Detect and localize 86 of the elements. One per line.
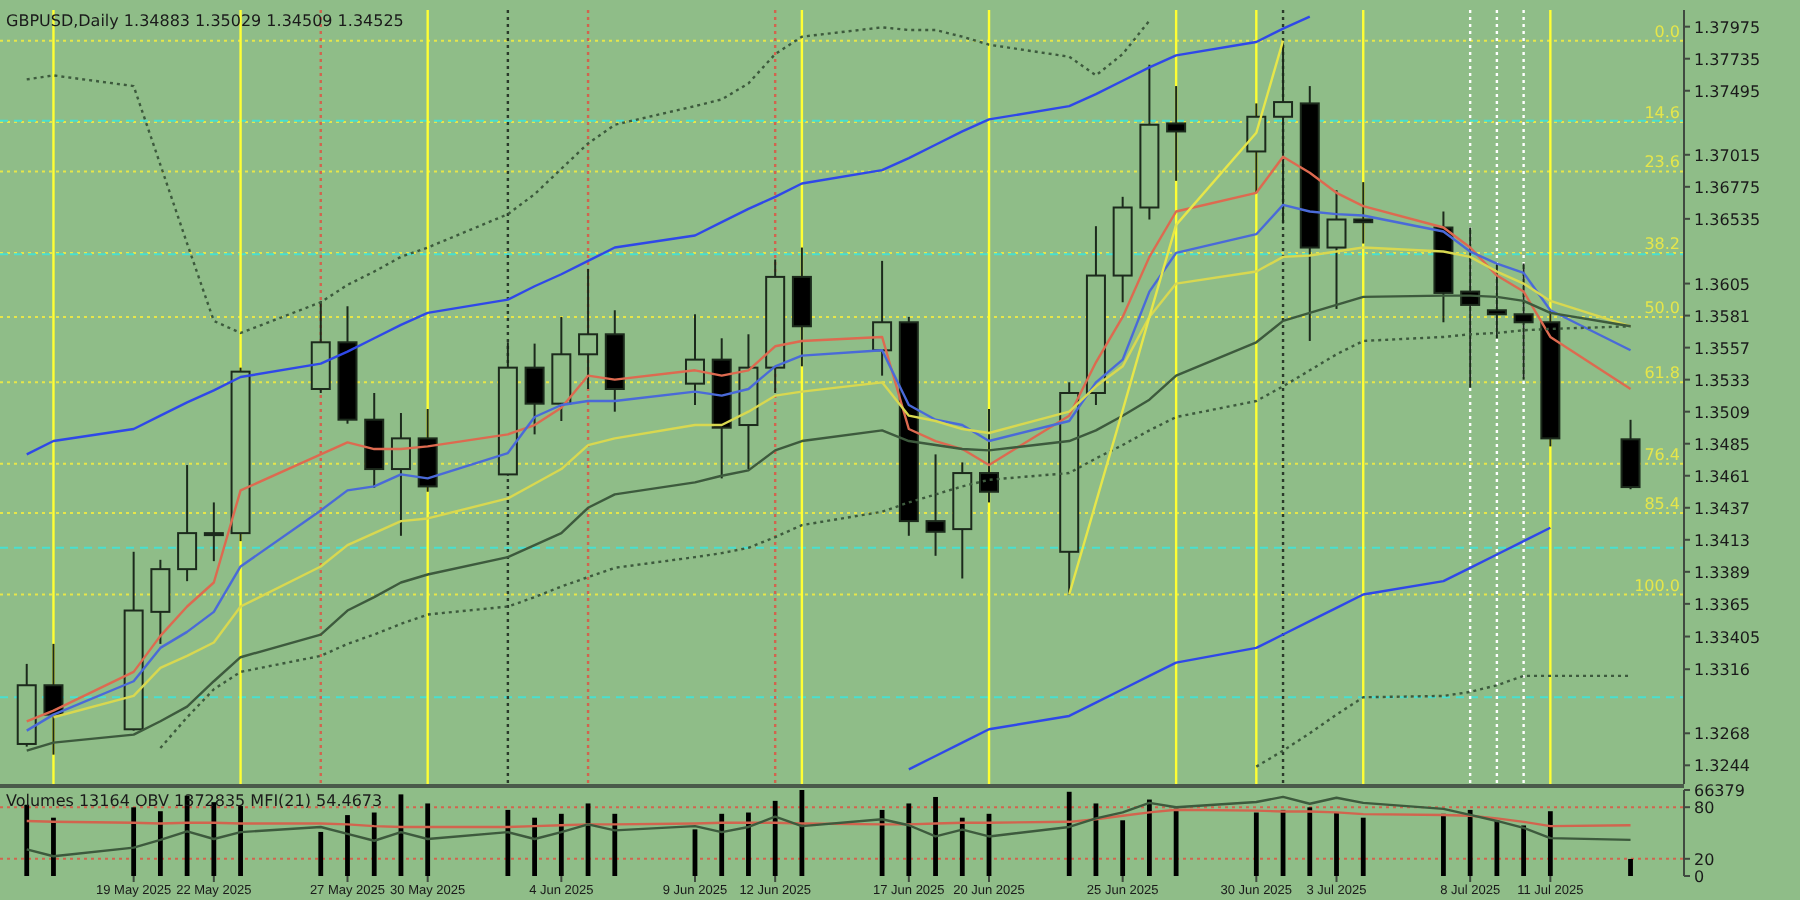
bar (51, 817, 56, 876)
bar (1494, 820, 1500, 876)
bar (746, 812, 751, 876)
annotation: 100.0 (1634, 576, 1680, 595)
y-tick-label: 1.37015 (1694, 146, 1761, 165)
y-tick-label: 1.3244 (1694, 757, 1750, 776)
candlestick (203, 501, 224, 563)
bar (345, 815, 350, 876)
annotation: 76.4 (1644, 445, 1680, 464)
bar (238, 806, 243, 876)
y-tick-label: 1.37495 (1694, 82, 1761, 101)
candlestick (1353, 181, 1374, 245)
y-tick-label: 1.3389 (1694, 563, 1750, 582)
y2-tick-label: 20 (1694, 850, 1715, 869)
y-tick-label: 1.37735 (1694, 50, 1761, 69)
bar (959, 817, 965, 876)
y2-tick-label: 80 (1694, 799, 1715, 818)
bar (1307, 807, 1313, 876)
bar (1120, 820, 1126, 876)
y-tick-label: 1.3437 (1694, 499, 1750, 518)
bar (1173, 808, 1179, 876)
bar (318, 831, 324, 876)
annotation: 23.6 (1644, 153, 1680, 172)
y-tick-label: 1.3413 (1694, 531, 1750, 550)
annotation: 50.0 (1644, 298, 1680, 317)
bar (157, 811, 163, 876)
bar (719, 813, 725, 876)
y-tick-label: 1.3268 (1694, 725, 1750, 744)
line-series (1255, 674, 1632, 768)
candlestick (1486, 262, 1507, 340)
bar (371, 812, 377, 876)
candlestick (310, 299, 331, 394)
bar (772, 800, 778, 876)
line-series (907, 526, 1552, 771)
y-tick-label: 1.36775 (1694, 178, 1761, 197)
bar (558, 813, 564, 876)
bar (612, 813, 618, 876)
candlestick (524, 342, 545, 436)
bar (1547, 811, 1553, 876)
bar (1147, 799, 1152, 876)
bar (131, 807, 137, 876)
bar (425, 803, 431, 876)
bar (1628, 858, 1633, 876)
candlestick (578, 267, 599, 390)
bar (1253, 812, 1259, 876)
annotation: 38.2 (1644, 234, 1680, 253)
bar (1521, 825, 1527, 876)
annotation: 0.0 (1654, 22, 1680, 41)
bar (1441, 813, 1446, 876)
bar (505, 809, 511, 876)
candlestick (390, 412, 411, 537)
y-tick-label: 1.3533 (1694, 371, 1750, 390)
annotation: 85.4 (1644, 495, 1680, 514)
candlestick (177, 464, 198, 583)
bar (1467, 809, 1473, 876)
bar (532, 817, 537, 876)
bar (24, 804, 30, 876)
bar (933, 796, 938, 876)
bar (1360, 817, 1366, 876)
y-tick-label: 1.36535 (1694, 210, 1761, 229)
y-tick-label: 1.3485 (1694, 435, 1750, 454)
candlestick (1326, 189, 1347, 310)
y-tick-label: 1.33405 (1694, 628, 1761, 647)
candlestick (1513, 262, 1534, 381)
y-tick-label: 1.3605 (1694, 275, 1750, 294)
y-tick-label: 1.3461 (1694, 467, 1750, 486)
candlestick (150, 558, 171, 645)
bar (1334, 812, 1339, 876)
candlestick (684, 313, 705, 407)
y-tick-label: 1.37975 (1694, 18, 1761, 37)
y-tick-label: 1.3316 (1694, 661, 1750, 680)
y-tick-label: 1.3557 (1694, 339, 1750, 358)
annotation: 61.8 (1644, 364, 1680, 383)
candlestick (1166, 85, 1187, 182)
candlestick (925, 453, 946, 557)
candlestick (979, 408, 1000, 504)
candlestick (1273, 39, 1294, 225)
annotation: 14.6 (1644, 104, 1680, 123)
candlestick (1620, 418, 1641, 491)
y-tick-label: 66379 (1694, 782, 1745, 800)
y-tick-label: 1.3509 (1694, 403, 1750, 422)
y2-tick-label: 0 (1694, 868, 1705, 886)
bar (1066, 791, 1072, 876)
y-tick-label: 1.3365 (1694, 595, 1750, 614)
y-tick-label: 1.3581 (1694, 307, 1750, 326)
bar (906, 803, 912, 876)
